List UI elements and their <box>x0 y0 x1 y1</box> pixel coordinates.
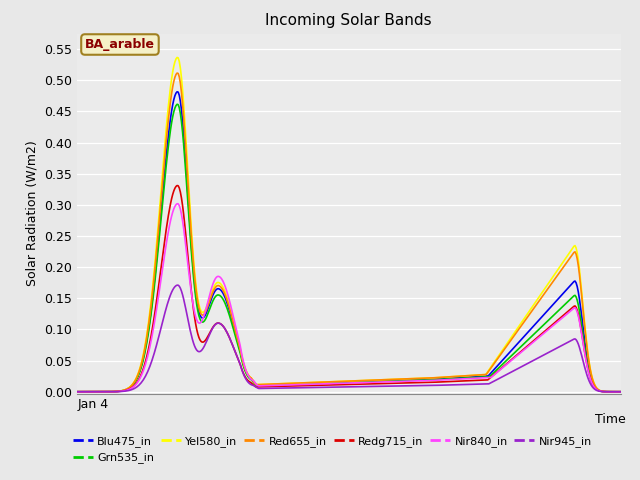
Blu475_in <box>520 334 527 340</box>
Nir840_in <box>398 379 406 384</box>
Grn535_in <box>605 389 612 395</box>
Redg715_in <box>173 183 181 189</box>
Line: Yel580_in: Yel580_in <box>77 58 621 392</box>
Nir840_in <box>73 389 81 395</box>
Redg715_in <box>605 389 612 395</box>
Line: Red655_in: Red655_in <box>77 73 621 392</box>
Title: Incoming Solar Bands: Incoming Solar Bands <box>266 13 432 28</box>
Line: Grn535_in: Grn535_in <box>77 104 621 392</box>
Grn535_in <box>73 389 81 395</box>
Nir840_in <box>520 347 527 353</box>
Redg715_in <box>617 389 625 395</box>
Blu475_in <box>605 389 612 395</box>
Yel580_in <box>336 379 344 384</box>
Blu475_in <box>617 389 625 395</box>
Yel580_in <box>398 376 406 382</box>
Nir840_in <box>605 389 612 395</box>
Red655_in <box>520 319 527 325</box>
Nir945_in <box>605 389 612 395</box>
Nir945_in <box>369 384 376 389</box>
Blu475_in <box>336 380 344 385</box>
Grn535_in <box>398 378 406 384</box>
Yel580_in <box>605 389 612 395</box>
Blu475_in <box>73 389 81 395</box>
Nir840_in <box>617 389 625 395</box>
Red655_in <box>336 379 344 384</box>
Grn535_in <box>336 380 344 386</box>
Red655_in <box>605 389 612 395</box>
Red655_in <box>398 376 406 382</box>
Red655_in <box>369 377 376 383</box>
Redg715_in <box>520 346 527 352</box>
Nir945_in <box>332 384 340 390</box>
Grn535_in <box>369 379 376 384</box>
Redg715_in <box>369 381 376 387</box>
Nir945_in <box>336 384 344 390</box>
Red655_in <box>173 70 181 76</box>
Line: Nir945_in: Nir945_in <box>77 285 621 392</box>
Red655_in <box>617 389 625 395</box>
Line: Blu475_in: Blu475_in <box>77 92 621 392</box>
Grn535_in <box>173 101 181 107</box>
Nir840_in <box>369 380 376 385</box>
Line: Nir840_in: Nir840_in <box>77 204 621 392</box>
Yel580_in <box>520 316 527 322</box>
Red655_in <box>332 379 340 384</box>
Grn535_in <box>520 341 527 347</box>
Nir945_in <box>398 383 406 389</box>
Legend: Blu475_in, Grn535_in, Yel580_in, Red655_in, Redg715_in, Nir840_in, Nir945_in: Blu475_in, Grn535_in, Yel580_in, Red655_… <box>68 432 596 468</box>
Redg715_in <box>336 382 344 388</box>
Line: Redg715_in: Redg715_in <box>77 186 621 392</box>
Nir840_in <box>173 201 181 206</box>
Nir945_in <box>173 282 181 288</box>
Text: Time: Time <box>595 413 626 426</box>
Nir945_in <box>73 389 81 395</box>
Redg715_in <box>332 382 340 388</box>
Nir945_in <box>617 389 625 395</box>
Yel580_in <box>369 377 376 383</box>
Text: BA_arable: BA_arable <box>85 38 155 51</box>
Blu475_in <box>173 89 181 95</box>
Redg715_in <box>398 380 406 386</box>
Yel580_in <box>617 389 625 395</box>
Nir945_in <box>520 362 527 368</box>
Yel580_in <box>332 379 340 384</box>
Yel580_in <box>73 389 81 395</box>
Blu475_in <box>332 380 340 385</box>
Redg715_in <box>73 389 81 395</box>
Blu475_in <box>369 378 376 384</box>
Nir840_in <box>332 381 340 386</box>
Blu475_in <box>398 377 406 383</box>
Red655_in <box>73 389 81 395</box>
Y-axis label: Solar Radiation (W/m2): Solar Radiation (W/m2) <box>26 141 38 287</box>
Grn535_in <box>617 389 625 395</box>
Nir840_in <box>336 381 344 386</box>
Yel580_in <box>173 55 181 60</box>
Grn535_in <box>332 380 340 386</box>
